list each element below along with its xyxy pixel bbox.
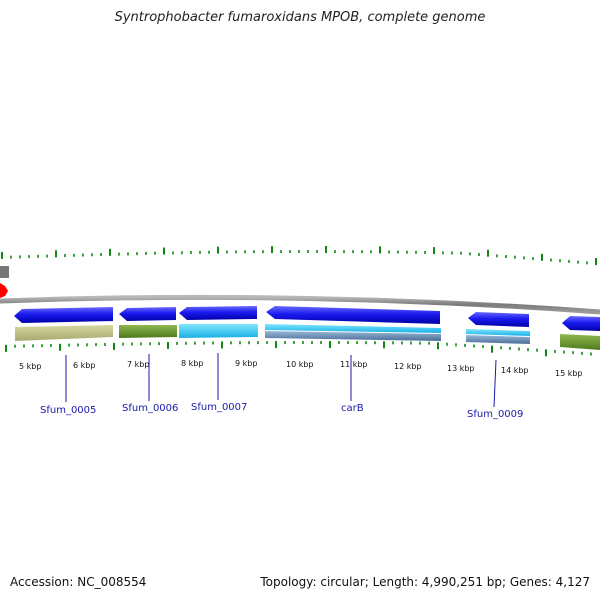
- gene-label-sfum-0006: Sfum_0006: [122, 403, 178, 414]
- gene-label-sfum-0007: Sfum_0007: [191, 402, 247, 413]
- scale-label-5kbp: 5 kbp: [19, 362, 41, 371]
- gene-bar-sfum-0009-cyan: [466, 329, 530, 336]
- scale-label-12kbp: 12 kbp: [394, 362, 422, 371]
- genome-stats-label: Topology: circular; Length: 4,990,251 bp…: [260, 575, 590, 589]
- cds-arrow-sfum-0007: [179, 306, 257, 320]
- scale-label-13kbp: 13 kbp: [447, 364, 475, 373]
- gene-labels: Sfum_0005 Sfum_0006 Sfum_0007 carB Sfum_…: [40, 402, 523, 420]
- cds-arrow-sfum-0006: [119, 307, 176, 321]
- genome-backbone: [0, 294, 600, 315]
- lower-tick-ring: [5, 341, 592, 357]
- scale-label-9kbp: 9 kbp: [235, 359, 257, 368]
- gene-label-sfum-0005: Sfum_0005: [40, 405, 96, 416]
- gene-bar-right-edge: [560, 334, 600, 350]
- gene-leader-lines: [65, 353, 497, 408]
- gene-bar-sfum-0009-steel: [466, 335, 530, 344]
- gene-bar-sfum-0007: [179, 324, 258, 338]
- cds-arrow-carb: [266, 306, 440, 324]
- scale-labels: 5 kbp 6 kbp 7 kbp 8 kbp 9 kbp 10 kbp 11 …: [19, 359, 583, 378]
- cds-arrow-sfum-0005: [14, 307, 113, 323]
- origin-marker: [0, 283, 8, 298]
- gene-label-sfum-0009: Sfum_0009: [467, 409, 523, 420]
- gene-bar-sfum-0005: [15, 325, 113, 341]
- cds-arrow-right-edge: [562, 316, 600, 331]
- upper-tick-ring: [1, 246, 597, 266]
- scale-label-6kbp: 6 kbp: [73, 361, 95, 370]
- gene-label-carb: carB: [341, 403, 364, 414]
- left-edge-feature: [0, 266, 9, 278]
- figure-title: Syntrophobacter fumaroxidans MPOB, compl…: [114, 10, 486, 25]
- scale-label-10kbp: 10 kbp: [286, 360, 314, 369]
- leader-sfum-0009: [493, 359, 497, 408]
- scale-label-8kbp: 8 kbp: [181, 359, 203, 368]
- accession-label: Accession: NC_008554: [10, 575, 147, 589]
- cds-arrow-sfum-0009: [468, 312, 529, 327]
- gene-bar-sfum-0006: [119, 325, 177, 338]
- scale-label-11kbp: 11 kbp: [340, 360, 368, 369]
- gene-bar-carb-steel: [265, 331, 441, 341]
- gene-bar-carb-cyan: [265, 324, 441, 333]
- scale-label-15kbp: 15 kbp: [555, 369, 583, 378]
- scale-label-14kbp: 14 kbp: [501, 366, 529, 375]
- scale-label-7kbp: 7 kbp: [127, 360, 149, 369]
